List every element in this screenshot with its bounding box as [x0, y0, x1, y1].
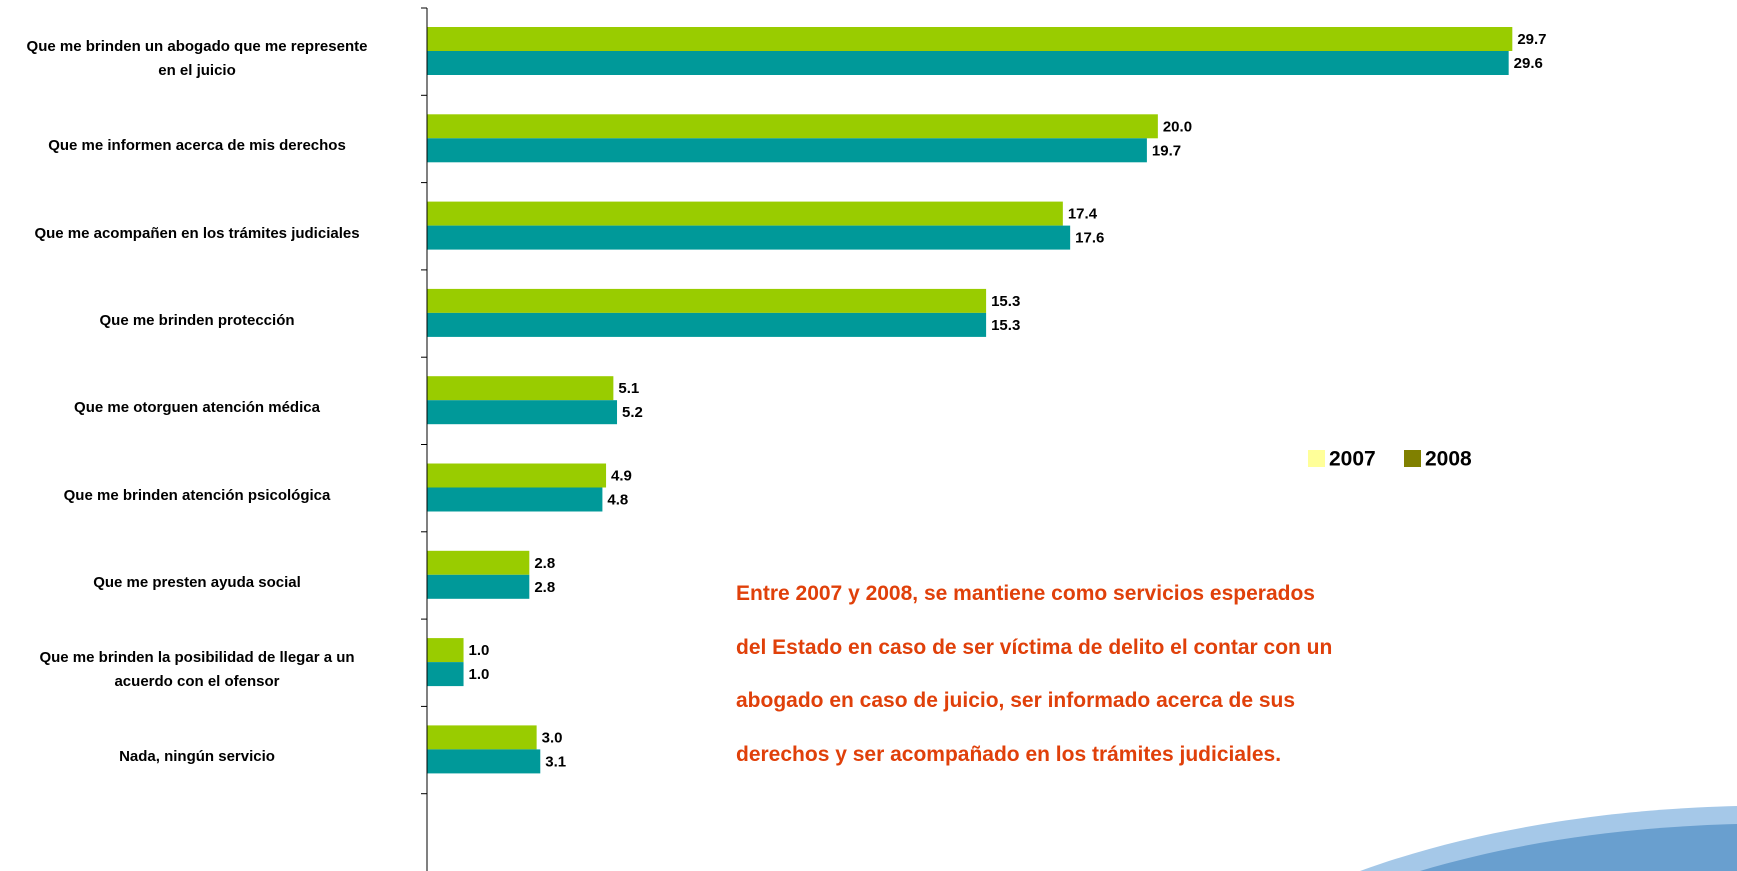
- bar: [427, 201, 1063, 226]
- category-label: Que me presten ayuda social: [93, 573, 301, 591]
- value-label: 20.0: [1163, 118, 1192, 135]
- bar: [427, 114, 1158, 139]
- bar: [427, 312, 987, 337]
- value-label: 17.6: [1075, 230, 1104, 247]
- value-label: 29.6: [1514, 55, 1543, 72]
- category-label: Que me informen acerca de mis derechos: [48, 137, 346, 155]
- category-label: Que me brinden la posibilidad de llegar …: [39, 649, 355, 691]
- category-label: Que me acompañen en los trámites judicia…: [34, 224, 360, 242]
- annotation-line: derechos y ser acompañado en los trámite…: [736, 743, 1282, 767]
- annotation-line: abogado en caso de juicio, ser informado…: [736, 689, 1296, 713]
- value-label: 5.1: [618, 380, 639, 397]
- bar: [427, 574, 530, 599]
- bar: [427, 487, 603, 512]
- bar: [427, 376, 614, 401]
- value-label: 4.8: [607, 491, 628, 508]
- bar: [427, 51, 1509, 75]
- bar: [427, 400, 618, 425]
- value-label: 3.0: [542, 729, 563, 746]
- bar: [427, 225, 1071, 250]
- legend-label: 2007: [1329, 448, 1376, 471]
- value-label: 3.1: [545, 753, 566, 770]
- value-label: 1.0: [469, 666, 490, 683]
- category-label: Que me brinden un abogado que me represe…: [26, 38, 368, 79]
- legend-swatch: [1308, 450, 1325, 467]
- legend-swatch: [1404, 450, 1421, 467]
- value-label: 2.8: [534, 555, 555, 572]
- value-label: 15.3: [991, 293, 1020, 310]
- annotation-line: Entre 2007 y 2008, se mantiene como serv…: [736, 582, 1315, 605]
- bar: [427, 662, 464, 687]
- value-label: 2.8: [534, 579, 555, 596]
- value-label: 19.7: [1152, 142, 1181, 159]
- bar: [427, 725, 537, 750]
- bar: [427, 27, 1513, 51]
- category-label: Que me otorguen atención médica: [74, 399, 320, 417]
- bar: [427, 638, 464, 663]
- bar: [427, 463, 607, 488]
- value-label: 17.4: [1068, 206, 1098, 223]
- bar: [427, 138, 1147, 163]
- bar: [427, 288, 987, 313]
- decor-swoosh: [1420, 824, 1737, 871]
- value-label: 1.0: [469, 642, 490, 659]
- value-label: 29.7: [1517, 31, 1546, 48]
- value-label: 15.3: [991, 317, 1020, 334]
- value-label: 4.9: [611, 467, 632, 484]
- bar: [427, 550, 530, 575]
- category-label: Que me brinden protección: [99, 311, 295, 329]
- legend-label: 2008: [1425, 448, 1472, 471]
- value-label: 5.2: [622, 404, 643, 421]
- category-label: Que me brinden atención psicológica: [63, 486, 331, 504]
- annotation-line: del Estado en caso de ser víctima de del…: [736, 635, 1333, 659]
- bar: [427, 749, 541, 774]
- category-label: Nada, ningún servicio: [119, 748, 275, 766]
